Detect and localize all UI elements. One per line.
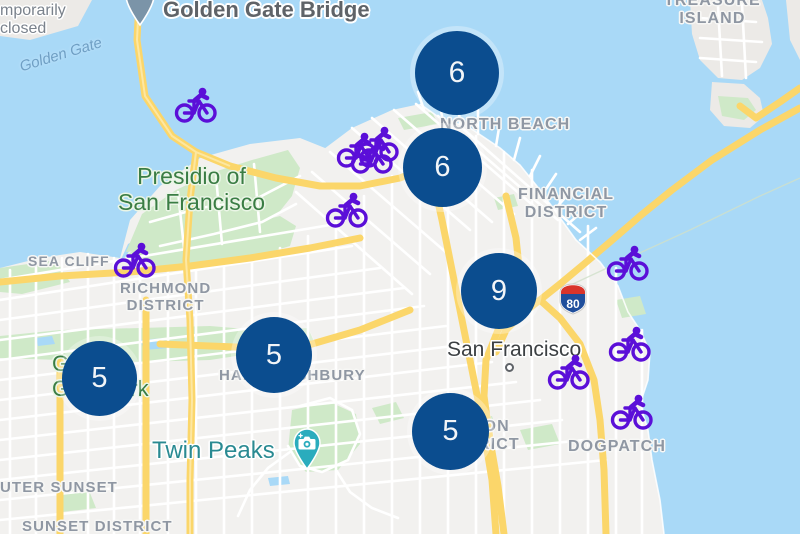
- bay-contour: [559, 177, 800, 291]
- marker-cluster-count: 9: [490, 274, 508, 307]
- bike-station-marker[interactable]: [325, 192, 369, 229]
- marker-cluster[interactable]: 9: [461, 253, 537, 329]
- bike-station-marker[interactable]: [356, 126, 400, 163]
- park-marina-green: [398, 112, 438, 130]
- marker-cluster-count: 6: [434, 151, 451, 183]
- bike-station-marker[interactable]: [547, 354, 591, 391]
- bridge-landmark-pin-icon[interactable]: [122, 0, 158, 27]
- marker-cluster-count: 5: [91, 362, 108, 394]
- marker-cluster[interactable]: 5: [236, 317, 312, 393]
- marker-cluster-count: 5: [265, 338, 283, 371]
- marker-cluster[interactable]: 5: [62, 341, 137, 416]
- marker-cluster[interactable]: 6: [415, 31, 499, 115]
- bike-station-marker[interactable]: [608, 326, 652, 363]
- marker-cluster-count: 6: [448, 56, 466, 89]
- shield-i80: 80: [558, 283, 588, 315]
- shield-route-number: 80: [566, 297, 580, 311]
- bike-station-marker[interactable]: [113, 242, 157, 279]
- shoreline: [419, 103, 665, 534]
- roads-major-centerline: [135, 0, 231, 534]
- landmass-marin: [0, 0, 92, 40]
- san-francisco-center-dot: [505, 363, 514, 372]
- landmass-east-bay: [786, 0, 800, 60]
- camera-viewpoint-pin-icon[interactable]: [291, 428, 323, 471]
- bike-station-marker[interactable]: [606, 245, 650, 282]
- bike-station-marker[interactable]: [174, 87, 218, 124]
- park-presidio-2: [128, 216, 296, 266]
- bike-station-marker[interactable]: [610, 394, 654, 431]
- marker-cluster[interactable]: 5: [412, 393, 489, 470]
- lake-spreckels: [36, 336, 55, 346]
- marker-cluster[interactable]: 6: [403, 128, 482, 207]
- marker-cluster-count: 5: [442, 415, 459, 447]
